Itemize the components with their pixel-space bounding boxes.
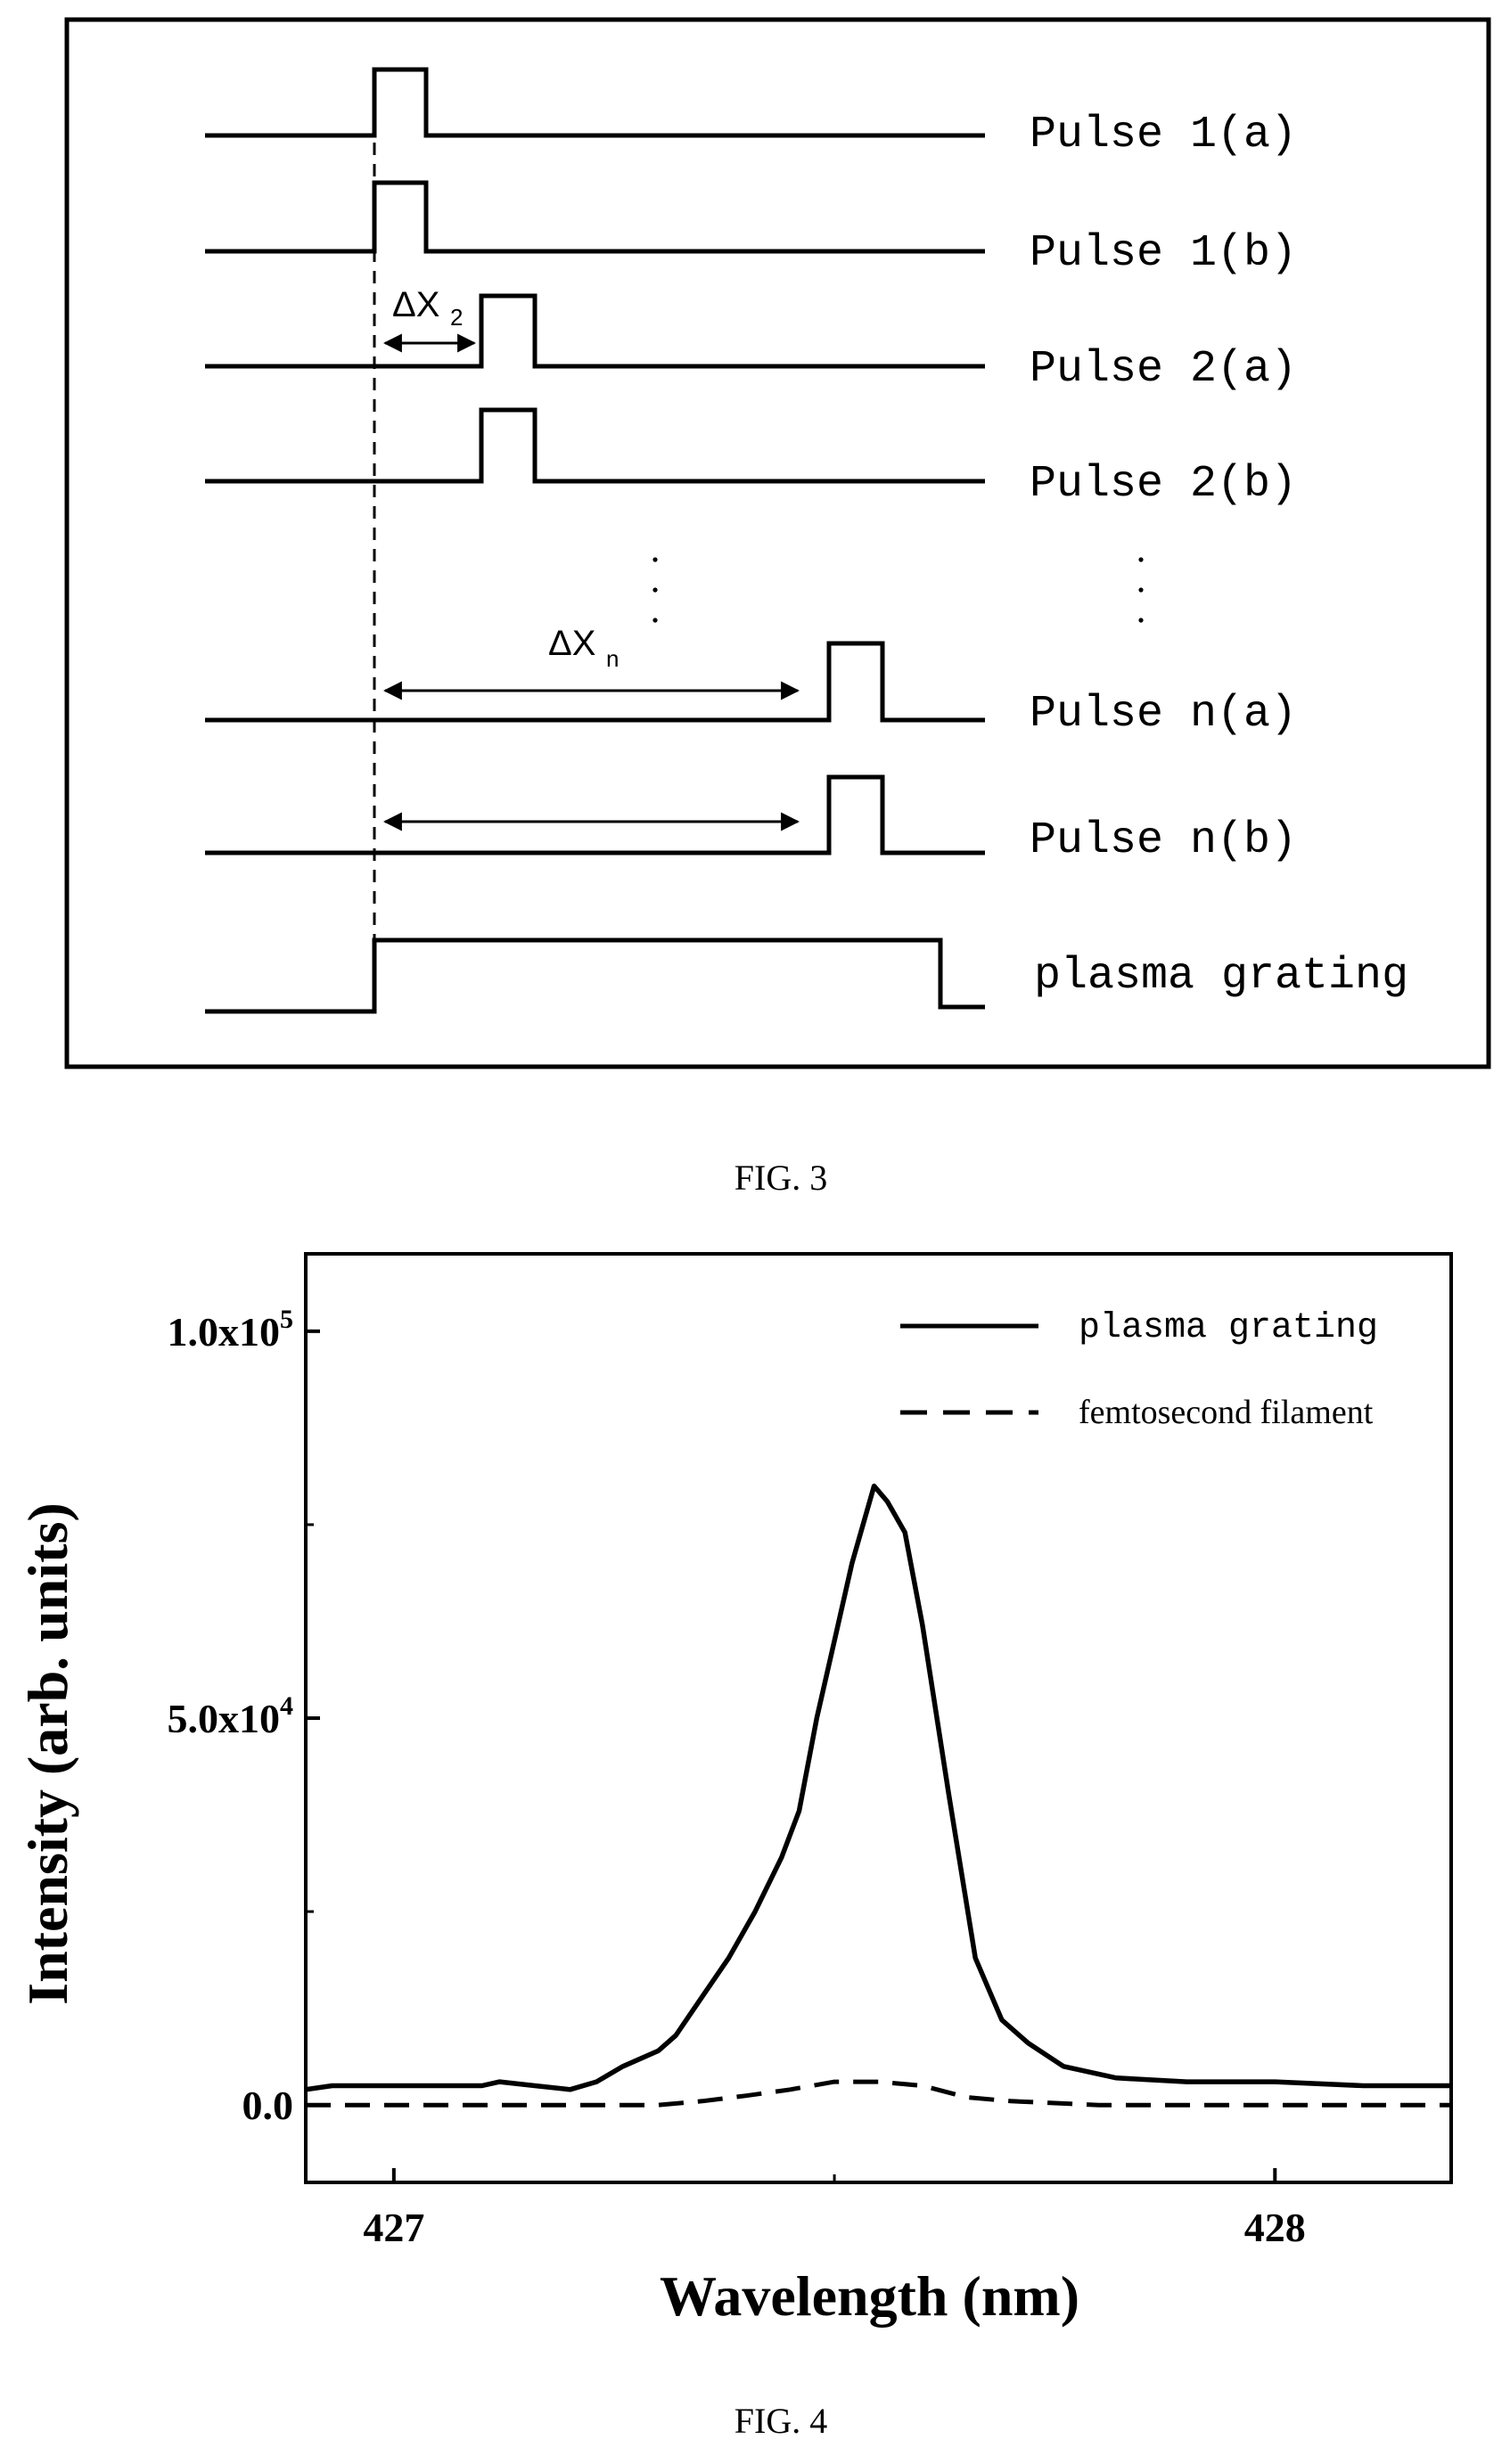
x-tick-label: 428 [1244,2205,1306,2250]
fig3-caption: FIG. 3 [734,1158,827,1198]
series-plasma-grating [306,1483,1451,2092]
y-tick-label: 5.0x104 [168,1691,294,1741]
pulse-label: plasma grating [1034,951,1408,1002]
delta-x2-subscript: 2 [450,304,463,331]
fig4-caption: FIG. 4 [734,2401,827,2441]
ellipsis-dot [652,618,658,623]
ellipsis-dot [652,587,658,593]
delta-xn-subscript: n [606,645,619,672]
legend-label: plasma grating [1079,1308,1378,1348]
fig3-frame [64,17,1491,1069]
x-tick-label: 427 [363,2205,424,2250]
pulse-label: Pulse 1(a) [1030,110,1297,160]
plasma-grating-waveform [205,937,985,1014]
ellipsis-dot [1138,618,1144,623]
x-axis-label: Wavelength (nm) [660,2264,1079,2328]
pulse-waveform [205,641,985,723]
delta-xn-label: ΔX [548,624,595,663]
pulse-label: Pulse n(b) [1030,815,1297,866]
pulse-label: Pulse 1(b) [1030,228,1297,279]
pulse-waveform [205,180,985,254]
pulse-waveform [205,774,985,855]
pulse-waveform [205,67,985,138]
y-tick-label: 0.0 [242,2083,294,2128]
delta-x2-label: ΔX [392,285,439,324]
ellipsis-dot [1138,587,1144,593]
pulse-label: Pulse n(a) [1030,689,1297,740]
series-femtosecond-filament [306,2079,1451,2108]
ellipsis-dot [652,557,658,562]
ellipsis-dot [1138,557,1144,562]
y-tick-label: 1.0x105 [168,1305,294,1355]
fig4-spectrum-chart: 0.0 5.0x104 1.0x105 427 428 Wavelength (nm) In… [16,1252,1453,2328]
pulse-waveform [205,293,985,369]
y-axis-label: Intensity (arb. units) [16,1502,79,2005]
pulse-waveform [205,407,985,484]
legend-label: femtosecond filament [1079,1394,1374,1431]
fig3-timing-diagram: Pulse 1(a) Pulse 1(b) Pulse 2(a) Pulse 2(b)… [64,17,1491,1069]
pulse-label: Pulse 2(b) [1030,459,1297,510]
pulse-label: Pulse 2(a) [1030,344,1297,395]
